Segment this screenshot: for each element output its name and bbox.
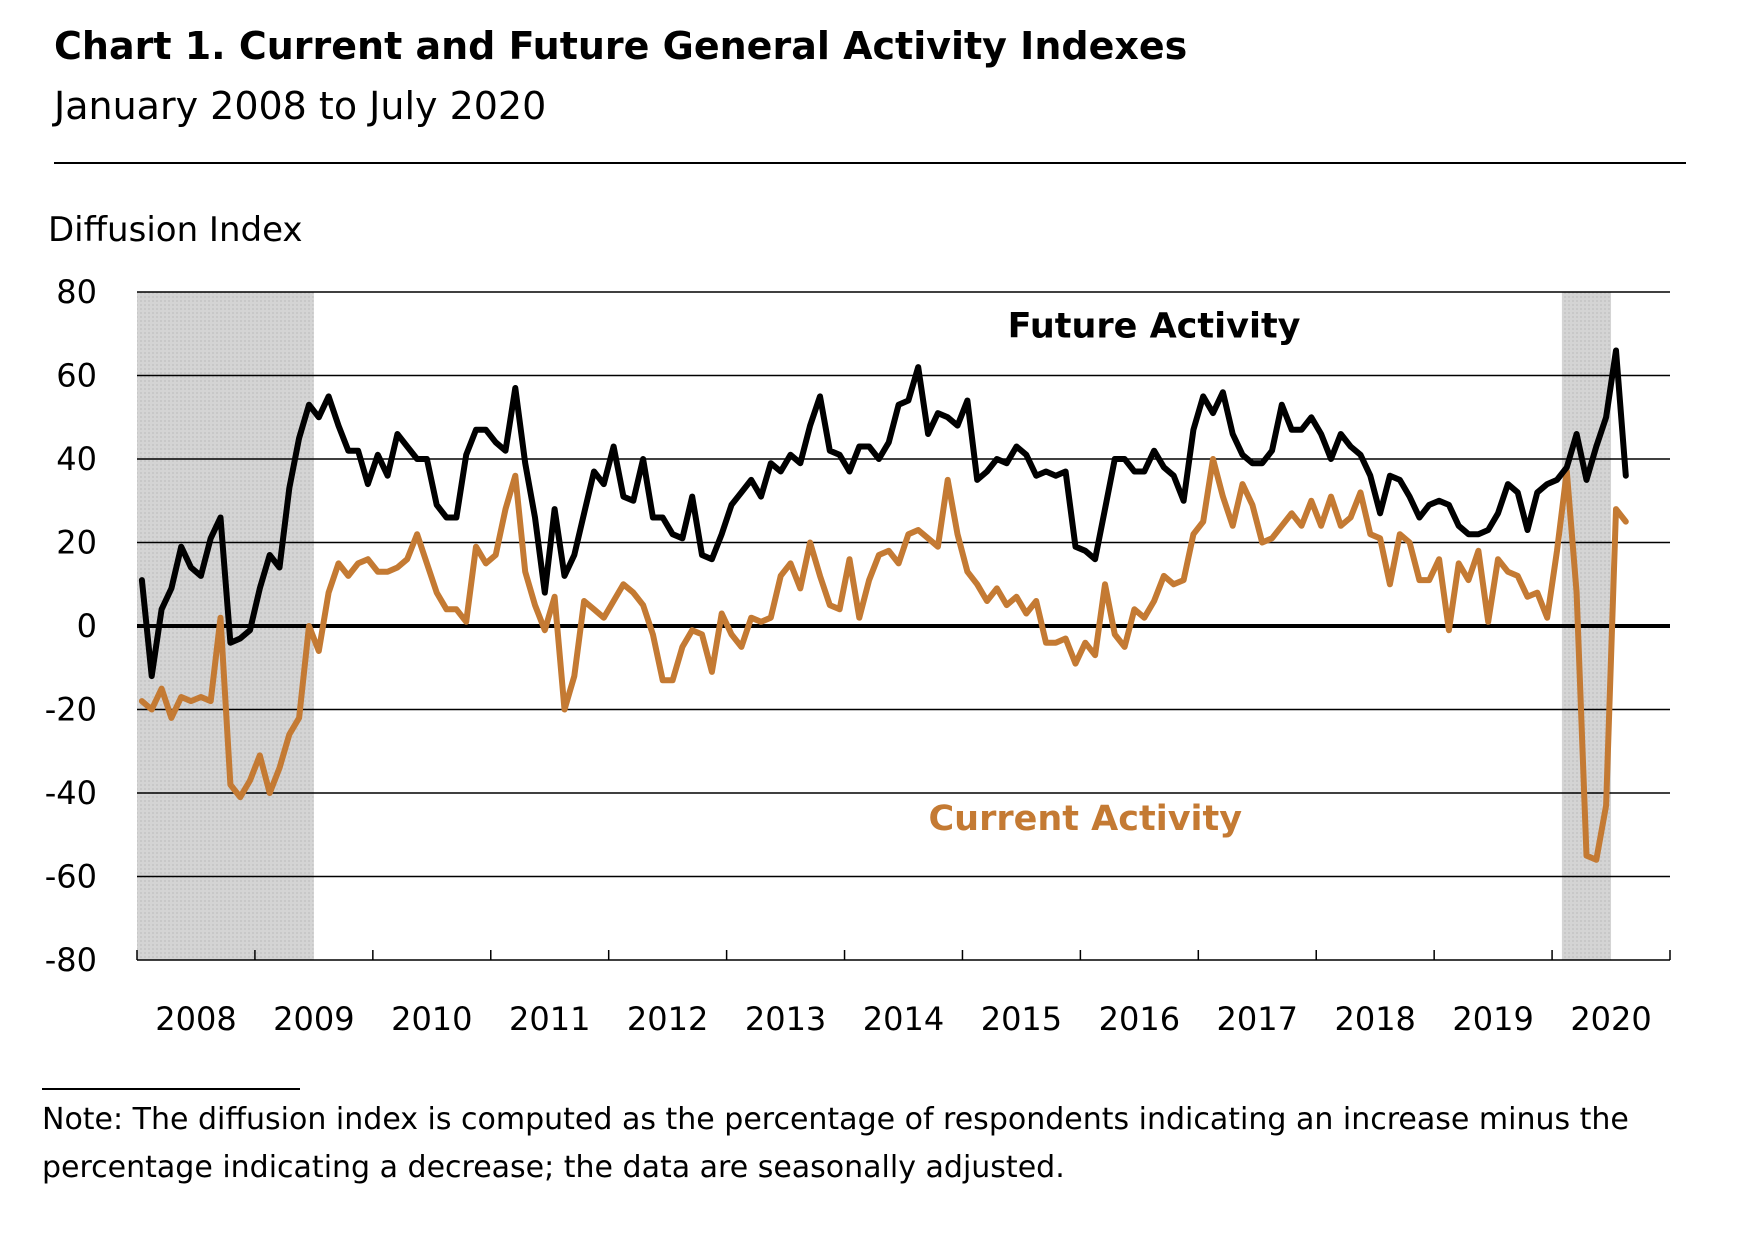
x-tick-label: 2011: [509, 1000, 590, 1038]
x-tick-label: 2017: [1217, 1000, 1298, 1038]
title-divider: [54, 162, 1686, 164]
y-tick-label: -60: [45, 858, 97, 896]
x-tick-label: 2019: [1452, 1000, 1533, 1038]
y-tick-label: 60: [56, 357, 97, 395]
series-line-future-activity: [138, 347, 1629, 680]
x-tick-label: 2012: [627, 1000, 708, 1038]
y-tick-label: -20: [45, 691, 97, 729]
y-tick-label: 0: [77, 607, 97, 645]
chart-subtitle: January 2008 to July 2020: [54, 84, 547, 128]
x-tick-label: 2015: [981, 1000, 1062, 1038]
chart-note: Note: The diffusion index is computed as…: [42, 1102, 1629, 1185]
annotation-current-activity: Current Activity: [928, 799, 1242, 839]
y-tick-labels: 80 60 40 20 0 -20 -40 -60 -80: [45, 273, 97, 979]
x-tick-label: 2009: [273, 1000, 354, 1038]
x-tick-label: 2008: [155, 1000, 236, 1038]
x-tick-label: 2010: [391, 1000, 472, 1038]
y-tick-label: -40: [45, 774, 97, 812]
series-lines: [138, 347, 1629, 863]
chart-plot: Diffusion Index 80 60 40 20 0 -20 -40 -60 -80 20…: [45, 210, 1671, 1038]
series-annotations: Future Activity Current Activity: [928, 306, 1300, 839]
annotation-future-activity: Future Activity: [1008, 306, 1301, 346]
x-axis-ticks: 2008 2009 2010 2011 2012 2013 2014 2015 2016 2017…: [136, 950, 1671, 1038]
x-tick-label: 2020: [1570, 1000, 1651, 1038]
y-tick-label: 20: [56, 524, 97, 562]
x-tick-label: 2018: [1334, 1000, 1415, 1038]
note-divider: [42, 1088, 300, 1090]
x-tick-label: 2016: [1099, 1000, 1180, 1038]
x-tick-label: 2014: [863, 1000, 944, 1038]
x-tick-label: 2013: [745, 1000, 826, 1038]
y-axis-label: Diffusion Index: [48, 210, 303, 250]
chart-title: Chart 1. Current and Future General Acti…: [54, 24, 1188, 68]
y-tick-label: -80: [45, 941, 97, 979]
y-tick-label: 40: [56, 440, 97, 478]
series-line-current-activity: [138, 456, 1629, 863]
y-tick-label: 80: [56, 273, 97, 311]
gridlines: [137, 291, 1670, 961]
